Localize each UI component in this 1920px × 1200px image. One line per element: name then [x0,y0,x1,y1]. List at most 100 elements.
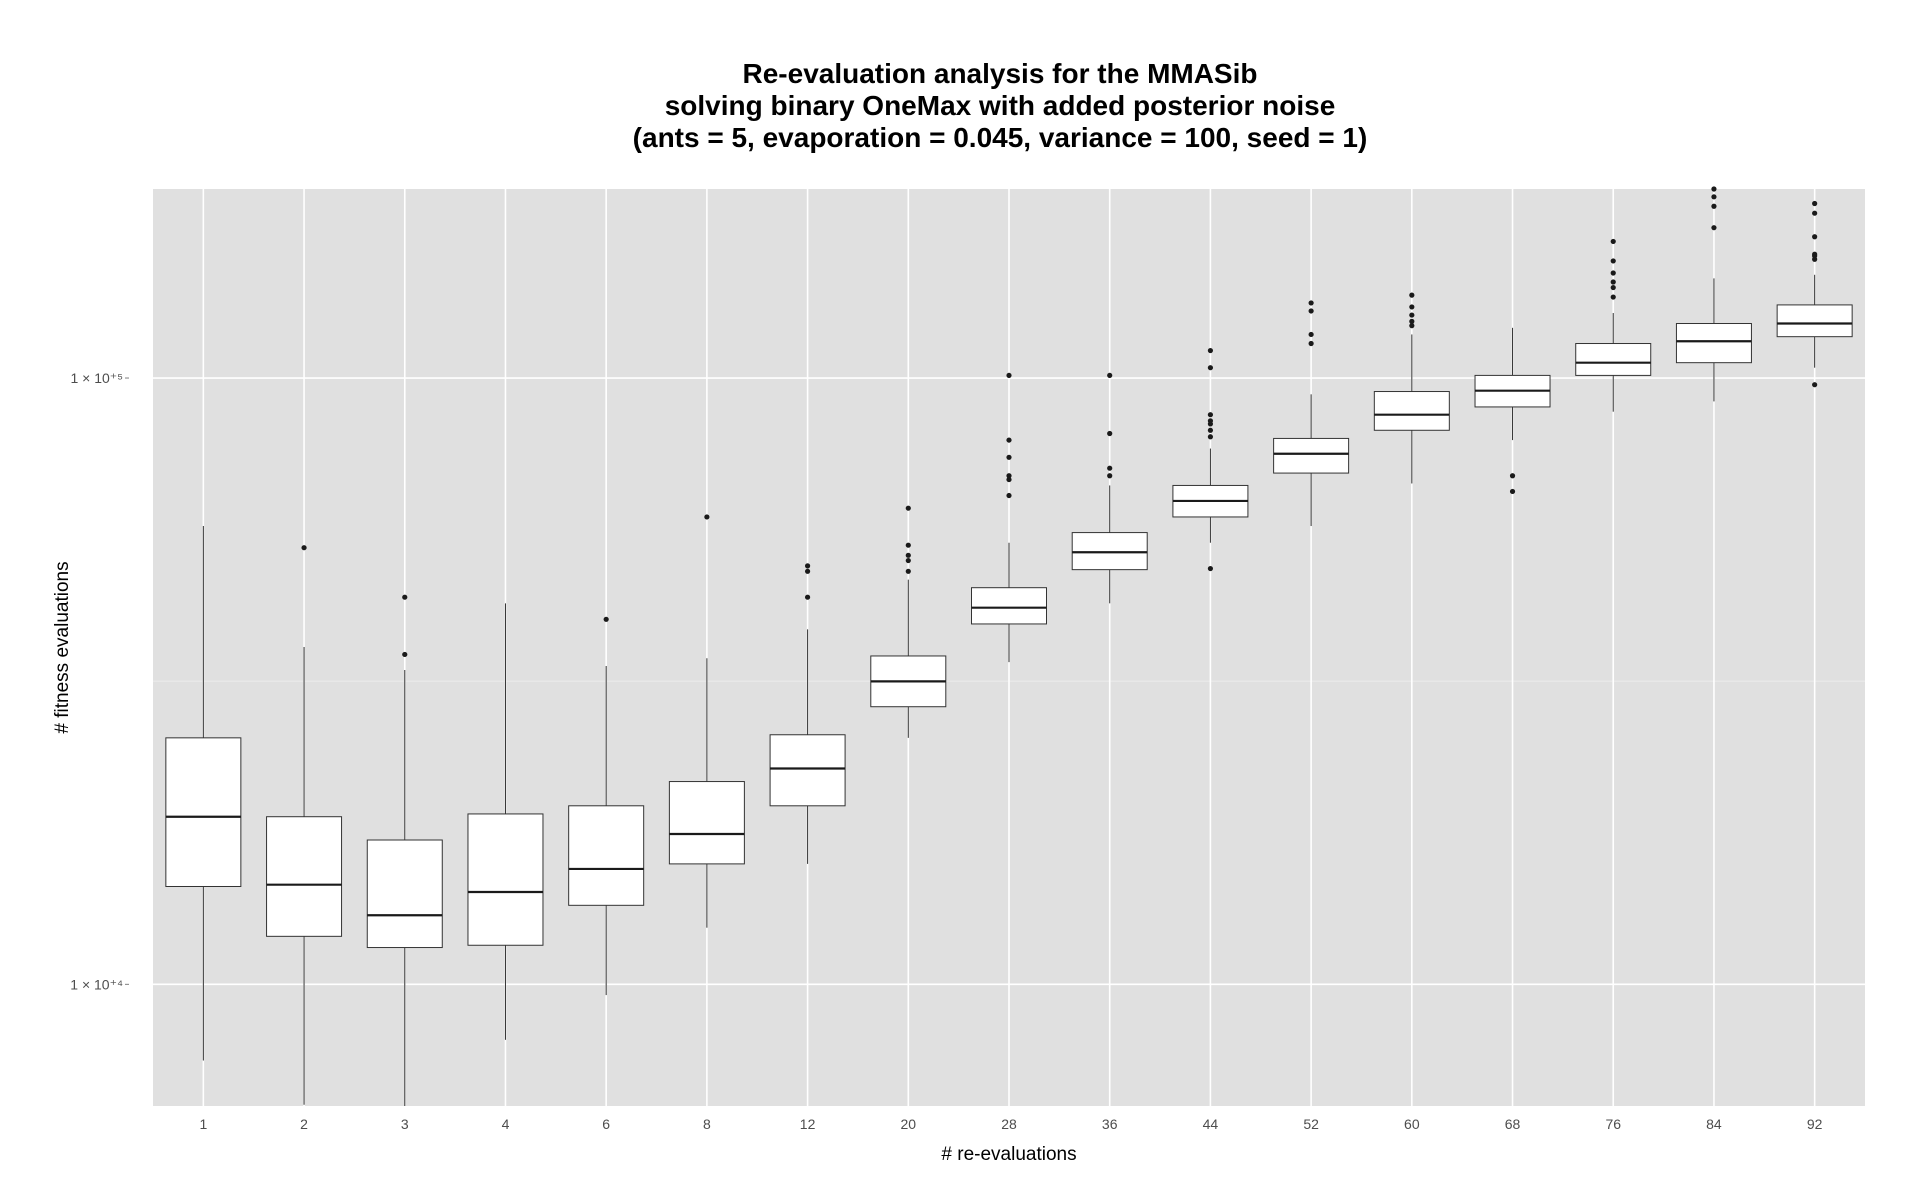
outlier-point [1207,365,1214,371]
outlier-point [1308,340,1314,347]
outlier-point [1006,492,1012,499]
iqr-box [467,813,544,946]
outlier-point [1509,473,1516,479]
x-tick-label: 28 [1001,1116,1017,1132]
outlier-point [1711,203,1717,209]
x-tick-label: 8 [703,1116,711,1132]
grid-lines [153,189,1865,1106]
box-8 [668,514,745,928]
x-tick-label: 1 [199,1116,207,1132]
y-axis: 1 × 10⁺⁴ 1 × 10⁺⁵ [70,370,129,992]
outlier-point [1006,476,1012,483]
outlier-point [1812,210,1818,216]
outlier-point [1610,238,1616,245]
x-tick-label: 68 [1505,1116,1521,1132]
chart-title: Re-evaluation analysis for the MMASib so… [0,58,1920,154]
iqr-box [971,587,1047,625]
outlier-point [905,568,911,574]
iqr-box [165,737,242,887]
box-60 [1373,292,1450,484]
box-12 [769,563,846,864]
outlier-point [905,542,911,548]
outlier-point [905,557,911,564]
x-axis-title: # re-evaluations [941,1144,1076,1165]
chart-title-line-1: Re-evaluation analysis for the MMASib [742,58,1258,89]
y-tick-label: 1 × 10⁺⁵ [70,370,123,386]
box-76 [1575,238,1652,412]
outlier-point [301,545,307,551]
x-tick-label: 44 [1203,1116,1219,1132]
x-tick-label: 92 [1807,1116,1823,1132]
outlier-point [1207,565,1214,572]
iqr-box [1675,323,1752,364]
outlier-point [1711,194,1717,200]
x-tick-label: 2 [300,1116,308,1132]
outlier-point [804,563,811,569]
iqr-box [668,781,745,865]
outlier-point [1006,473,1012,479]
x-tick-label: 4 [502,1116,510,1132]
box-6 [568,616,645,996]
iqr-box [769,734,846,807]
chart-title-line-2: solving binary OneMax with added posteri… [664,90,1336,121]
outlier-point [1107,372,1113,379]
outlier-point [1006,372,1012,379]
x-tick-label: 84 [1706,1116,1722,1132]
outlier-point [1509,488,1516,495]
outlier-point [804,568,811,574]
x-tick-label: 60 [1404,1116,1420,1132]
iqr-box [1373,391,1450,431]
outlier-point [1107,465,1113,471]
x-tick-label: 20 [901,1116,917,1132]
outlier-point [1409,292,1415,298]
outlier-point [402,594,408,600]
x-axis: 1 2 3 4 6 8 12 20 28 36 44 52 60 68 76 84 92 [199,1116,1822,1132]
iqr-box [266,816,343,937]
iqr-box [1575,343,1652,376]
x-tick-label: 76 [1605,1116,1621,1132]
outlier-point [1812,200,1818,207]
outlier-point [603,616,609,622]
x-tick-label: 36 [1102,1116,1118,1132]
box-84 [1675,186,1752,402]
outlier-point [1610,258,1616,264]
outlier-point [1107,430,1113,437]
outlier-point [1409,318,1415,324]
outlier-point [1812,382,1818,388]
outlier-point [1006,437,1012,443]
box-92 [1776,200,1853,388]
box-1 [165,526,242,1061]
y-axis-title: # fitness evaluations [52,561,73,733]
iqr-box [1071,532,1148,571]
outlier-point [1207,434,1214,440]
x-tick-label: 52 [1303,1116,1319,1132]
box-36 [1071,372,1148,604]
outlier-point [704,514,710,520]
box-52 [1273,300,1350,527]
outlier-point [1207,412,1214,418]
outlier-point [1812,251,1818,257]
iqr-box [1776,304,1853,338]
outlier-point [1006,454,1012,460]
outlier-point [1207,347,1214,354]
outlier-point [1409,323,1415,329]
outlier-point [1711,186,1717,192]
iqr-box [366,839,443,949]
outlier-point [1308,331,1314,338]
outlier-point [1610,270,1616,276]
outlier-point [1308,308,1314,314]
outlier-point [905,505,911,511]
x-tick-label: 6 [602,1116,610,1132]
box-4 [467,603,544,1040]
iqr-box [1273,437,1350,474]
outlier-point [1409,312,1415,318]
x-tick-label: 3 [401,1116,409,1132]
outlier-point [1610,279,1616,285]
box-3 [366,594,443,1106]
box-2 [266,545,343,1105]
iqr-box [568,805,645,906]
outlier-point [1207,418,1214,424]
outlier-point [402,651,408,658]
y-tick-label: 1 × 10⁺⁴ [70,976,123,992]
